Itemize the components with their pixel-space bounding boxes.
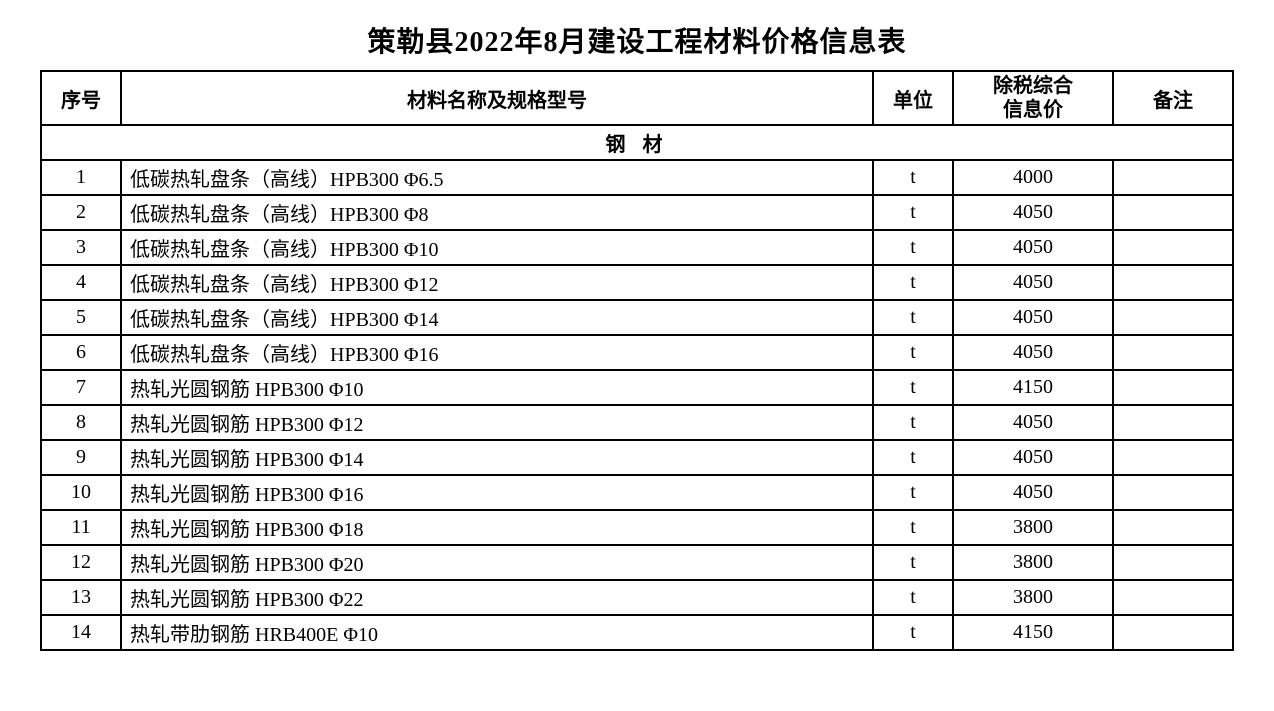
col-header-price-line2: 信息价 <box>1003 99 1063 121</box>
cell-name: 热轧光圆钢筋 HPB300 Φ18 <box>121 510 873 545</box>
col-header-price: 除税综合 信息价 <box>953 71 1113 125</box>
cell-name: 热轧光圆钢筋 HPB300 Φ10 <box>121 370 873 405</box>
table-row: 9热轧光圆钢筋 HPB300 Φ14t4050 <box>41 440 1233 475</box>
cell-name: 低碳热轧盘条（高线）HPB300 Φ8 <box>121 195 873 230</box>
cell-price: 4150 <box>953 615 1113 650</box>
col-header-note: 备注 <box>1113 71 1233 125</box>
cell-note <box>1113 265 1233 300</box>
table-row: 11热轧光圆钢筋 HPB300 Φ18t3800 <box>41 510 1233 545</box>
price-table: 序号 材料名称及规格型号 单位 除税综合 信息价 备注 钢 材 1低碳热轧盘条（… <box>40 70 1234 651</box>
col-header-name: 材料名称及规格型号 <box>121 71 873 125</box>
cell-seq: 10 <box>41 475 121 510</box>
cell-seq: 11 <box>41 510 121 545</box>
cell-unit: t <box>873 475 953 510</box>
cell-unit: t <box>873 370 953 405</box>
cell-name: 热轧光圆钢筋 HPB300 Φ22 <box>121 580 873 615</box>
cell-name: 低碳热轧盘条（高线）HPB300 Φ14 <box>121 300 873 335</box>
cell-seq: 12 <box>41 545 121 580</box>
cell-unit: t <box>873 615 953 650</box>
cell-seq: 4 <box>41 265 121 300</box>
cell-note <box>1113 615 1233 650</box>
cell-seq: 3 <box>41 230 121 265</box>
cell-unit: t <box>873 265 953 300</box>
cell-price: 4050 <box>953 300 1113 335</box>
cell-price: 3800 <box>953 545 1113 580</box>
table-row: 2低碳热轧盘条（高线）HPB300 Φ8t4050 <box>41 195 1233 230</box>
cell-note <box>1113 300 1233 335</box>
cell-unit: t <box>873 160 953 195</box>
cell-note <box>1113 230 1233 265</box>
table-row: 5低碳热轧盘条（高线）HPB300 Φ14t4050 <box>41 300 1233 335</box>
cell-seq: 1 <box>41 160 121 195</box>
table-row: 10热轧光圆钢筋 HPB300 Φ16t4050 <box>41 475 1233 510</box>
cell-price: 3800 <box>953 510 1113 545</box>
col-header-price-line1: 除税综合 <box>993 75 1073 97</box>
cell-name: 低碳热轧盘条（高线）HPB300 Φ6.5 <box>121 160 873 195</box>
cell-price: 4050 <box>953 230 1113 265</box>
table-row: 8热轧光圆钢筋 HPB300 Φ12t4050 <box>41 405 1233 440</box>
cell-seq: 14 <box>41 615 121 650</box>
table-row: 6低碳热轧盘条（高线）HPB300 Φ16t4050 <box>41 335 1233 370</box>
table-row: 1低碳热轧盘条（高线）HPB300 Φ6.5t4000 <box>41 160 1233 195</box>
cell-note <box>1113 475 1233 510</box>
cell-note <box>1113 195 1233 230</box>
cell-price: 3800 <box>953 580 1113 615</box>
table-row: 12热轧光圆钢筋 HPB300 Φ20t3800 <box>41 545 1233 580</box>
cell-name: 低碳热轧盘条（高线）HPB300 Φ10 <box>121 230 873 265</box>
cell-price: 4050 <box>953 195 1113 230</box>
cell-price: 4050 <box>953 475 1113 510</box>
cell-price: 4150 <box>953 370 1113 405</box>
cell-unit: t <box>873 405 953 440</box>
cell-price: 4050 <box>953 440 1113 475</box>
table-row: 3低碳热轧盘条（高线）HPB300 Φ10t4050 <box>41 230 1233 265</box>
cell-seq: 9 <box>41 440 121 475</box>
cell-note <box>1113 510 1233 545</box>
section-label: 钢 材 <box>41 125 1233 160</box>
cell-seq: 13 <box>41 580 121 615</box>
cell-note <box>1113 545 1233 580</box>
cell-name: 热轧带肋钢筋 HRB400E Φ10 <box>121 615 873 650</box>
cell-price: 4050 <box>953 335 1113 370</box>
table-row: 14热轧带肋钢筋 HRB400E Φ10t4150 <box>41 615 1233 650</box>
table-body: 钢 材 1低碳热轧盘条（高线）HPB300 Φ6.5t40002低碳热轧盘条（高… <box>41 125 1233 650</box>
cell-unit: t <box>873 545 953 580</box>
cell-note <box>1113 160 1233 195</box>
cell-name: 热轧光圆钢筋 HPB300 Φ14 <box>121 440 873 475</box>
cell-note <box>1113 370 1233 405</box>
cell-unit: t <box>873 335 953 370</box>
cell-name: 热轧光圆钢筋 HPB300 Φ16 <box>121 475 873 510</box>
cell-seq: 5 <box>41 300 121 335</box>
cell-note <box>1113 580 1233 615</box>
table-header-row: 序号 材料名称及规格型号 单位 除税综合 信息价 备注 <box>41 71 1233 125</box>
table-row: 7热轧光圆钢筋 HPB300 Φ10t4150 <box>41 370 1233 405</box>
cell-unit: t <box>873 580 953 615</box>
cell-price: 4000 <box>953 160 1113 195</box>
cell-note <box>1113 335 1233 370</box>
table-row: 4低碳热轧盘条（高线）HPB300 Φ12t4050 <box>41 265 1233 300</box>
cell-seq: 2 <box>41 195 121 230</box>
page-title: 策勒县2022年8月建设工程材料价格信息表 <box>40 20 1234 60</box>
col-header-seq: 序号 <box>41 71 121 125</box>
cell-price: 4050 <box>953 405 1113 440</box>
cell-unit: t <box>873 300 953 335</box>
cell-unit: t <box>873 230 953 265</box>
table-row: 13热轧光圆钢筋 HPB300 Φ22t3800 <box>41 580 1233 615</box>
section-row: 钢 材 <box>41 125 1233 160</box>
cell-unit: t <box>873 440 953 475</box>
cell-seq: 6 <box>41 335 121 370</box>
cell-name: 热轧光圆钢筋 HPB300 Φ12 <box>121 405 873 440</box>
cell-price: 4050 <box>953 265 1113 300</box>
col-header-unit: 单位 <box>873 71 953 125</box>
cell-name: 低碳热轧盘条（高线）HPB300 Φ16 <box>121 335 873 370</box>
cell-name: 低碳热轧盘条（高线）HPB300 Φ12 <box>121 265 873 300</box>
cell-note <box>1113 440 1233 475</box>
cell-note <box>1113 405 1233 440</box>
cell-name: 热轧光圆钢筋 HPB300 Φ20 <box>121 545 873 580</box>
cell-unit: t <box>873 195 953 230</box>
cell-unit: t <box>873 510 953 545</box>
cell-seq: 7 <box>41 370 121 405</box>
cell-seq: 8 <box>41 405 121 440</box>
